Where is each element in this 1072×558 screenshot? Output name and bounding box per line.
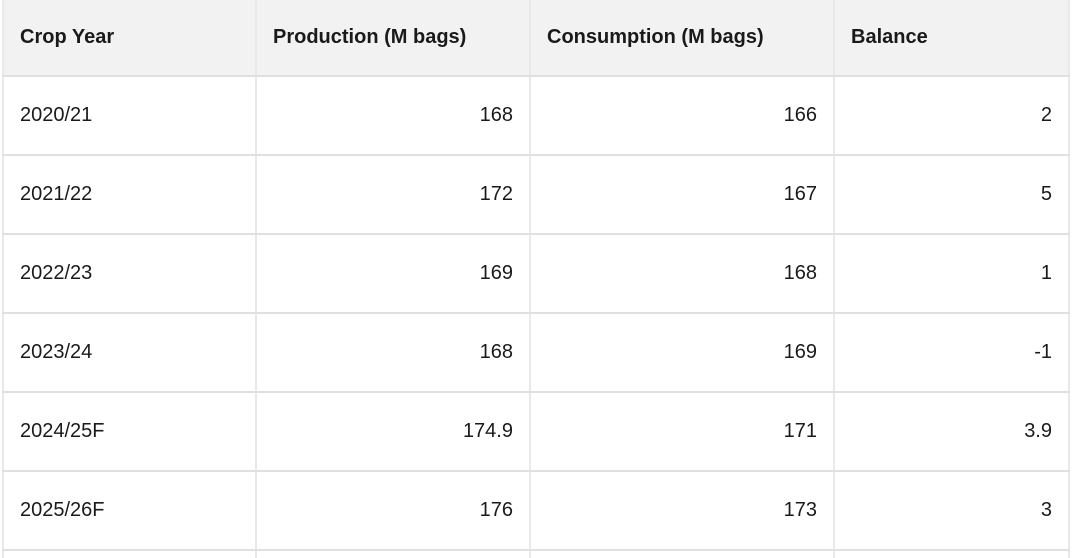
table-row: 2025/26F 176 173 3 (2, 471, 1070, 551)
cell-crop-year: 2025/26F (2, 471, 257, 551)
column-header-balance: Balance (833, 0, 1070, 77)
cell-balance: 1 (833, 234, 1070, 314)
cell-crop-year (2, 550, 257, 558)
table-row-partial (2, 550, 1070, 558)
cell-crop-year: 2024/25F (2, 392, 257, 472)
cell-production: 169 (255, 234, 531, 314)
cell-crop-year: 2023/24 (2, 313, 257, 393)
header-row: Crop Year Production (M bags) Consumptio… (2, 0, 1070, 77)
cell-crop-year: 2022/23 (2, 234, 257, 314)
column-header-production: Production (M bags) (255, 0, 531, 77)
cell-production: 172 (255, 155, 531, 235)
cell-balance (833, 550, 1070, 558)
cell-balance: 3.9 (833, 392, 1070, 472)
cell-balance: 2 (833, 76, 1070, 156)
cell-consumption: 171 (529, 392, 835, 472)
table-row: 2023/24 168 169 -1 (2, 313, 1070, 393)
cell-production: 168 (255, 313, 531, 393)
table-row: 2021/22 172 167 5 (2, 155, 1070, 235)
table-row: 2024/25F 174.9 171 3.9 (2, 392, 1070, 472)
cell-crop-year: 2020/21 (2, 76, 257, 156)
cell-consumption: 166 (529, 76, 835, 156)
cell-consumption (529, 550, 835, 558)
cell-production: 174.9 (255, 392, 531, 472)
cell-consumption: 173 (529, 471, 835, 551)
column-header-crop-year: Crop Year (2, 0, 257, 77)
cell-consumption: 168 (529, 234, 835, 314)
table-row: 2020/21 168 166 2 (2, 76, 1070, 156)
cell-balance: 3 (833, 471, 1070, 551)
cell-balance: -1 (833, 313, 1070, 393)
cell-crop-year: 2021/22 (2, 155, 257, 235)
cell-consumption: 169 (529, 313, 835, 393)
table-row: 2022/23 169 168 1 (2, 234, 1070, 314)
cell-production: 176 (255, 471, 531, 551)
cell-consumption: 167 (529, 155, 835, 235)
cell-production (255, 550, 531, 558)
cell-balance: 5 (833, 155, 1070, 235)
cell-production: 168 (255, 76, 531, 156)
column-header-consumption: Consumption (M bags) (529, 0, 835, 77)
